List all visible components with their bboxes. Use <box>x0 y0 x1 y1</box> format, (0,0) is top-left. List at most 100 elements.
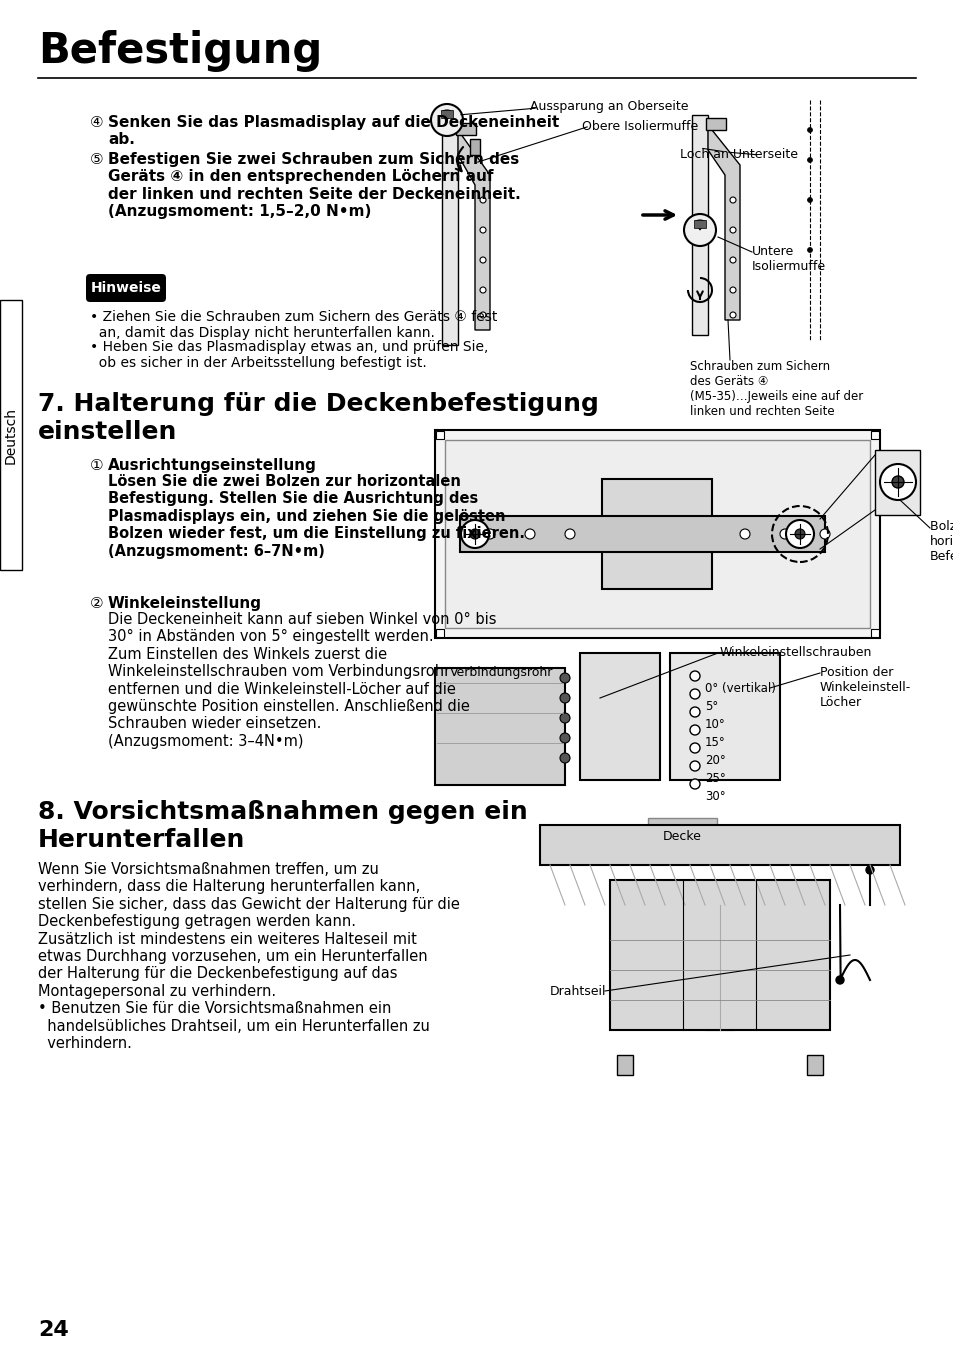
Bar <box>539 825 899 865</box>
Circle shape <box>559 753 569 763</box>
Text: 25°: 25° <box>704 772 725 784</box>
Text: Senken Sie das Plasmadisplay auf die Deckeneinheit
ab.: Senken Sie das Plasmadisplay auf die Dec… <box>108 115 558 147</box>
Polygon shape <box>707 126 740 320</box>
Text: Schrauben zum Sichern
des Geräts ④
(M5-35)…Jeweils eine auf der
linken und recht: Schrauben zum Sichern des Geräts ④ (M5-3… <box>689 360 862 418</box>
Text: ⑤: ⑤ <box>90 153 104 167</box>
Bar <box>870 431 878 439</box>
Text: 15°: 15° <box>704 736 725 749</box>
Text: • Heben Sie das Plasmadisplay etwas an, und prüfen Sie,
  ob es sicher in der Ar: • Heben Sie das Plasmadisplay etwas an, … <box>90 340 488 370</box>
Text: Loch an Unterseite: Loch an Unterseite <box>679 148 797 161</box>
Text: 10°: 10° <box>704 718 725 730</box>
Text: ②: ② <box>90 595 104 612</box>
Circle shape <box>479 312 485 319</box>
Circle shape <box>689 761 700 771</box>
Text: Befestigung: Befestigung <box>38 30 322 72</box>
Wedge shape <box>695 220 704 230</box>
Circle shape <box>484 529 495 539</box>
Text: 24: 24 <box>38 1320 69 1341</box>
Text: Ausrichtungseinstellung: Ausrichtungseinstellung <box>108 458 316 472</box>
Text: Drahtseil: Drahtseil <box>550 986 606 998</box>
Bar <box>435 668 564 784</box>
Circle shape <box>689 779 700 788</box>
Text: Bolzen zur
horizontalen
Befestigung: Bolzen zur horizontalen Befestigung <box>929 520 953 563</box>
Text: Hinweise: Hinweise <box>91 281 161 296</box>
Circle shape <box>891 477 903 487</box>
Text: 30°: 30° <box>704 790 725 803</box>
Circle shape <box>559 733 569 743</box>
Text: 5°: 5° <box>704 701 718 713</box>
Text: 8. Vorsichtsmaßnahmen gegen ein: 8. Vorsichtsmaßnahmen gegen ein <box>38 801 527 824</box>
FancyBboxPatch shape <box>86 274 166 302</box>
Bar <box>459 516 824 552</box>
Text: 0° (vertikal): 0° (vertikal) <box>704 682 775 695</box>
Circle shape <box>806 158 812 162</box>
Bar <box>444 440 869 628</box>
Circle shape <box>806 127 812 132</box>
Circle shape <box>729 288 735 293</box>
Text: Winkeleinstellschrauben: Winkeleinstellschrauben <box>720 647 871 659</box>
Text: Wenn Sie Vorsichtsmaßnahmen treffen, um zu
verhindern, dass die Halterung herunt: Wenn Sie Vorsichtsmaßnahmen treffen, um … <box>38 863 459 1052</box>
Bar <box>617 1054 633 1075</box>
Circle shape <box>479 256 485 263</box>
Circle shape <box>785 520 813 548</box>
Bar <box>579 653 659 780</box>
Circle shape <box>479 288 485 293</box>
Circle shape <box>564 529 575 539</box>
Text: einstellen: einstellen <box>38 420 177 444</box>
Text: Verbindungsrohr: Verbindungsrohr <box>450 666 553 679</box>
Text: Untere
Isoliermuffe: Untere Isoliermuffe <box>751 244 825 273</box>
Circle shape <box>740 529 749 539</box>
Circle shape <box>835 976 843 984</box>
Bar <box>705 117 725 130</box>
Circle shape <box>729 197 735 202</box>
Text: Deutsch: Deutsch <box>4 406 18 463</box>
Bar <box>436 629 443 637</box>
Circle shape <box>559 693 569 703</box>
Circle shape <box>729 227 735 234</box>
Text: Decke: Decke <box>662 830 700 842</box>
Circle shape <box>689 743 700 753</box>
FancyBboxPatch shape <box>647 818 717 842</box>
Text: Obere Isoliermuffe: Obere Isoliermuffe <box>581 120 698 134</box>
Circle shape <box>431 104 462 136</box>
Circle shape <box>729 256 735 263</box>
Text: 20°: 20° <box>704 755 725 767</box>
Circle shape <box>780 529 789 539</box>
Text: Befestigen Sie zwei Schrauben zum Sichern des
Geräts ④ in den entsprechenden Löc: Befestigen Sie zwei Schrauben zum Sicher… <box>108 153 520 219</box>
Circle shape <box>865 865 873 873</box>
Bar <box>874 450 919 514</box>
Bar <box>436 431 443 439</box>
Circle shape <box>470 529 479 539</box>
Text: ④: ④ <box>90 115 104 130</box>
Circle shape <box>479 197 485 202</box>
Bar <box>441 115 457 346</box>
Circle shape <box>524 529 535 539</box>
Circle shape <box>820 529 829 539</box>
Text: Aussparung an Oberseite: Aussparung an Oberseite <box>530 100 688 113</box>
Bar <box>705 904 733 1030</box>
Wedge shape <box>441 109 452 120</box>
Bar <box>609 880 829 1030</box>
Bar <box>601 479 711 589</box>
Text: Winkeleinstellung: Winkeleinstellung <box>108 595 262 612</box>
Circle shape <box>559 674 569 683</box>
Circle shape <box>689 707 700 717</box>
Bar <box>870 629 878 637</box>
Circle shape <box>460 520 489 548</box>
Circle shape <box>689 688 700 699</box>
Circle shape <box>879 464 915 500</box>
Bar <box>456 123 476 135</box>
Bar <box>693 220 705 228</box>
Circle shape <box>729 312 735 319</box>
Text: Die Deckeneinheit kann auf sieben Winkel von 0° bis
30° in Abständen von 5° eing: Die Deckeneinheit kann auf sieben Winkel… <box>108 612 496 749</box>
Text: • Ziehen Sie die Schrauben zum Sichern des Geräts ④ fest
  an, damit das Display: • Ziehen Sie die Schrauben zum Sichern d… <box>90 310 497 340</box>
Polygon shape <box>457 130 490 329</box>
Circle shape <box>683 215 716 246</box>
Bar <box>806 1054 822 1075</box>
Circle shape <box>689 725 700 734</box>
Bar <box>435 431 879 639</box>
Text: Herunterfallen: Herunterfallen <box>38 828 245 852</box>
Bar <box>470 139 479 155</box>
Text: ①: ① <box>90 458 104 472</box>
Text: Position der
Winkeleinstell-
Löcher: Position der Winkeleinstell- Löcher <box>820 666 910 709</box>
